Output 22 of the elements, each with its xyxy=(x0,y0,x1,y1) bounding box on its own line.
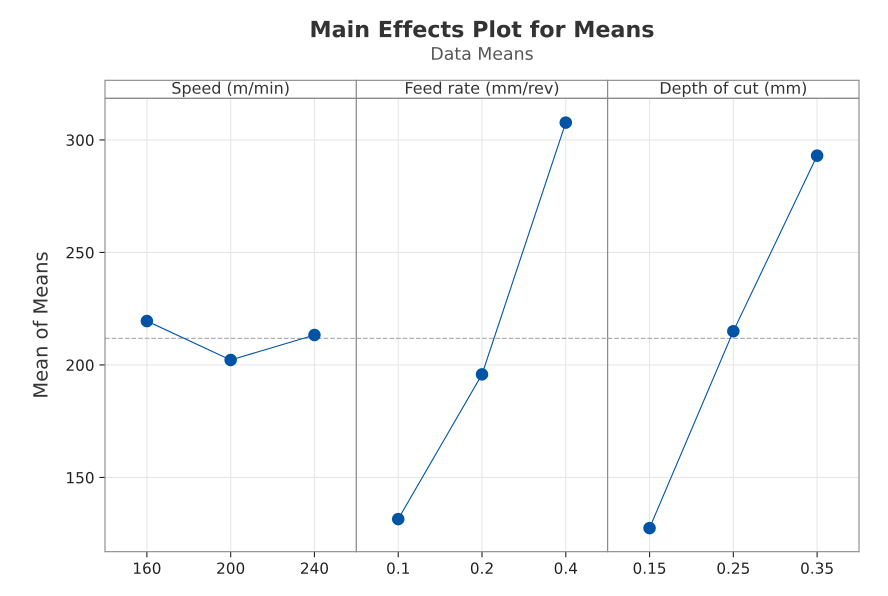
x-tick-label: 200 xyxy=(217,562,244,574)
chart-title: Speed (m/min) xyxy=(172,82,289,98)
y-axis-title: Mean of Means xyxy=(32,252,48,397)
x-tick-label: 240 xyxy=(300,562,328,574)
y-tick-label: 200 xyxy=(66,359,94,371)
y-tick-label: 300 xyxy=(66,134,94,146)
text: Main Effects Plot for Means xyxy=(312,20,654,38)
point xyxy=(224,354,237,366)
x-tick-label: 0.15 xyxy=(634,562,666,574)
point xyxy=(140,314,154,328)
x-tick-label: 0.1 xyxy=(387,562,409,574)
chart-title: Feed rate (mm/rev) xyxy=(406,82,558,96)
text: Data Means xyxy=(432,47,533,60)
y-tick-label: 250 xyxy=(66,246,94,258)
point xyxy=(308,328,321,342)
x-tick-label: 0.2 xyxy=(470,562,493,574)
x-tick-label: 0.25 xyxy=(717,562,750,574)
x-tick-label: 0.4 xyxy=(554,562,578,574)
x-tick-label: 160 xyxy=(134,562,160,574)
x-tick-label: 0.35 xyxy=(801,562,833,574)
y-tick-label: 150 xyxy=(67,472,94,484)
chart-title: Depth of cut (mm) xyxy=(660,82,806,98)
